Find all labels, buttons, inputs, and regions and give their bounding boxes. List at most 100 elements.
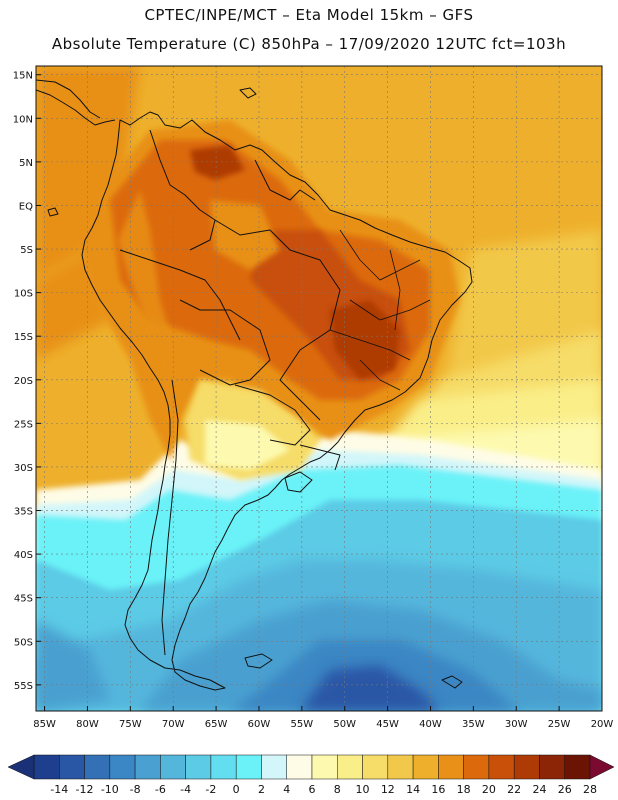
map-frame <box>35 65 603 712</box>
field-venezuela-hot <box>190 145 245 180</box>
colorbar-swatch <box>513 754 540 780</box>
colorbar-level-label: -6 <box>155 783 166 796</box>
field-southwest-cold <box>36 620 110 711</box>
colorbar-swatch <box>160 754 186 780</box>
colorbar-level-label: 10 <box>356 783 370 796</box>
lon-tick-label: 35W <box>462 719 485 730</box>
lat-tick-label: 30S <box>14 463 33 474</box>
colorbar-swatch <box>84 754 111 780</box>
lon-tick-label: 20W <box>591 719 614 730</box>
border-peru-brazil <box>119 249 241 341</box>
colorbar-swatch <box>412 754 439 780</box>
colorbar-swatch <box>387 754 414 780</box>
coastline-layer <box>36 79 473 691</box>
colorbar-level-label: 14 <box>406 783 420 796</box>
colorbar-swatch <box>59 754 85 780</box>
colorbar-level-label: 18 <box>457 783 471 796</box>
chart-title-line2: Absolute Temperature (C) 850hPa – 17/09/… <box>51 35 567 53</box>
border-colombia-venezuela <box>149 129 216 251</box>
border-argentina-chile <box>161 379 179 656</box>
falkland-islands <box>244 653 273 669</box>
border-uruguay <box>299 444 341 471</box>
colorbar-level-label: -14 <box>50 783 68 796</box>
colorbar-swatch <box>311 754 338 780</box>
lon-tick-label: 30W <box>505 719 528 730</box>
lon-tick-label: 55W <box>291 719 314 730</box>
lon-tick-label: 45W <box>376 719 399 730</box>
lat-tick-label: 5N <box>19 158 33 169</box>
colorbar-level-label: 16 <box>431 783 445 796</box>
central-america-coastline <box>36 89 116 126</box>
south-georgia-island <box>441 675 463 689</box>
colorbar-swatch <box>210 754 237 780</box>
lat-tick-label: 40S <box>14 550 33 561</box>
colorbar-swatch <box>362 754 389 780</box>
field-band-m10-m8 <box>300 665 440 711</box>
colorbar-level-label: 6 <box>309 783 316 796</box>
colorbar-level-label: -10 <box>101 783 119 796</box>
central-america-coastline-north <box>36 79 101 119</box>
temperature-field <box>36 66 602 711</box>
lon-tick-label: 40W <box>419 719 442 730</box>
colorbar-swatch <box>261 754 287 780</box>
south-america-coastline <box>81 111 473 691</box>
brazil-state-lines <box>329 229 431 391</box>
lon-tick-label: 60W <box>248 719 271 730</box>
field-amazon-cooler <box>210 200 280 270</box>
lat-tick-label: 25S <box>14 419 33 430</box>
colorbar-level-label: 4 <box>283 783 290 796</box>
chart-title-line1: CPTEC/INPE/MCT – Eta Model 15km – GFS <box>144 6 474 24</box>
colorbar: -14 -12 -10 -8 -6 -4 -2 0 2 4 6 8 10 12 14 16 18 20 22 24 26… <box>7 754 615 796</box>
colorbar-level-label: 22 <box>507 783 521 796</box>
colorbar-swatch <box>539 754 565 780</box>
colorbar-level-label: 2 <box>258 783 265 796</box>
field-pacific-warm <box>36 66 140 280</box>
colorbar-swatch <box>235 754 262 780</box>
colorbar-swatch <box>33 754 60 780</box>
colorbar-swatch <box>185 754 212 780</box>
colorbar-level-label: -8 <box>130 783 141 796</box>
colorbar-swatch <box>134 754 161 780</box>
latitude-axis: 15N 10N 5N EQ 5S 10S 15S 20S 25S 30S 35S 40S 45S 50S 5… <box>13 71 41 692</box>
colorbar-swatch <box>337 754 363 780</box>
galapagos-islands <box>47 207 59 217</box>
colorbar-swatch <box>109 754 136 780</box>
lat-tick-label: EQ <box>19 201 33 212</box>
field-continent-26-28 <box>330 300 400 380</box>
colorbar-level-label: 12 <box>381 783 395 796</box>
caribbean-island <box>239 87 257 99</box>
colorbar-level-label: -4 <box>180 783 191 796</box>
lon-tick-label: 25W <box>548 719 571 730</box>
lat-tick-label: 10S <box>14 289 33 300</box>
colorbar-swatch <box>463 754 490 780</box>
colorbar-high-arrow <box>589 754 615 780</box>
lat-tick-label: 15S <box>14 332 33 343</box>
colorbar-level-label: -12 <box>76 783 94 796</box>
field-andes <box>118 190 180 460</box>
plata-estuary <box>284 471 313 493</box>
lon-tick-label: 85W <box>33 719 56 730</box>
lat-tick-label: 50S <box>14 637 33 648</box>
lat-tick-label: 55S <box>14 681 33 692</box>
border-guianas <box>254 159 316 201</box>
colorbar-swatch <box>488 754 515 780</box>
colorbar-level-label: 26 <box>558 783 572 796</box>
colorbar-level-label: 8 <box>334 783 341 796</box>
colorbar-swatch <box>564 754 591 780</box>
lat-tick-label: 35S <box>14 507 33 518</box>
lat-tick-label: 45S <box>14 594 33 605</box>
colorbar-level-label: 24 <box>532 783 546 796</box>
border-bolivia <box>179 299 271 386</box>
colorbar-swatch <box>438 754 464 780</box>
lon-tick-label: 50W <box>333 719 356 730</box>
colorbar-level-label: 20 <box>482 783 496 796</box>
lat-tick-label: 10N <box>13 114 33 125</box>
colorbar-level-label: 0 <box>233 783 240 796</box>
lat-tick-label: 20S <box>14 376 33 387</box>
graticule <box>36 66 602 711</box>
border-brazil-west <box>214 219 341 421</box>
lon-tick-label: 80W <box>76 719 99 730</box>
colorbar-level-label: 28 <box>583 783 597 796</box>
longitude-axis: 85W 80W 75W 70W 65W 60W 55W 50W 45W 40W 35W 30W 25W 2… <box>33 706 613 730</box>
lon-tick-label: 65W <box>205 719 228 730</box>
